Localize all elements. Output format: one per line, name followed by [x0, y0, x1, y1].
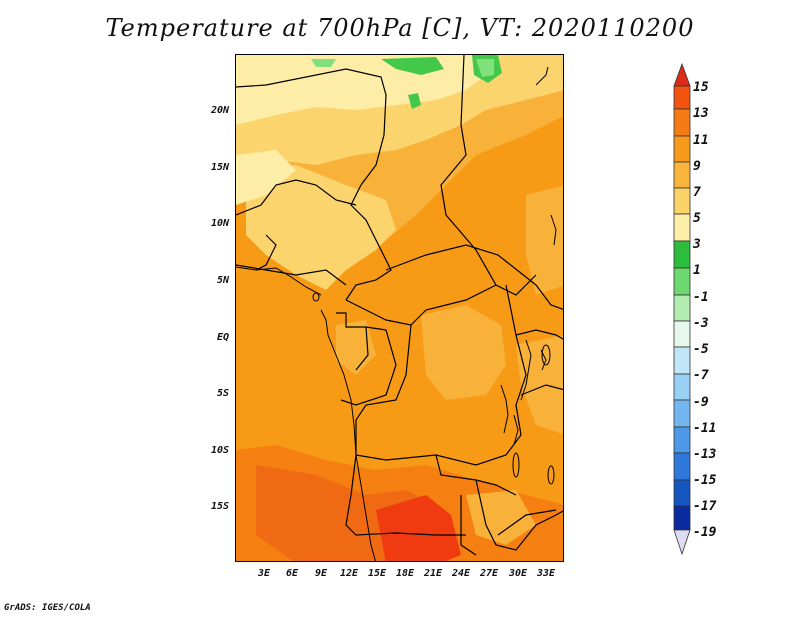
- colorbar-swatch-9-11: [673, 135, 691, 163]
- temp-field-7-lakes: [516, 335, 563, 435]
- cbar-label-m7: -7: [693, 368, 709, 383]
- temp-field-cool-2: [381, 57, 444, 75]
- cbar-label-m5: -5: [693, 342, 709, 357]
- cbar-label-15: 15: [693, 80, 709, 95]
- colorbar-swatch-m3-m1: [673, 294, 691, 322]
- temp-field-7-south-east: [466, 490, 536, 545]
- colorbar-swatch-m15-m13: [673, 452, 691, 481]
- colorbar-swatch-m7-m5: [673, 346, 691, 375]
- lon-label-21e: 21E: [423, 568, 443, 579]
- temp-field-7-basin: [421, 305, 506, 400]
- colorbar-swatch-m9-m7: [673, 373, 691, 401]
- lon-label-9e: 9E: [314, 568, 328, 579]
- temp-field-cool-3: [311, 59, 336, 67]
- lon-label-33e: 33E: [536, 568, 556, 579]
- cbar-label-m11: -11: [693, 421, 717, 436]
- temp-field-5-west: [246, 165, 396, 290]
- country-boundaries: [236, 55, 563, 556]
- colorbar-swatch-13-15: [673, 85, 691, 110]
- cbar-label-11: 11: [693, 133, 709, 148]
- grads-credit: GrADS: IGES/COLA: [4, 603, 91, 613]
- colorbar-swatch-m17-m15: [673, 479, 691, 507]
- colorbar: [673, 62, 691, 556]
- colorbar-swatch-1-3: [673, 240, 691, 269]
- lon-label-18e: 18E: [395, 568, 415, 579]
- temperature-map: [235, 54, 564, 562]
- colorbar-swatch-3-5: [673, 213, 691, 242]
- temp-field-3-west: [236, 150, 296, 205]
- cbar-label-m15: -15: [693, 473, 717, 488]
- lat-label-15s: 15S: [210, 501, 229, 512]
- cbar-label-m13: -13: [693, 447, 717, 462]
- lat-label-20n: 20N: [210, 105, 229, 116]
- colorbar-swatch-m1-1: [673, 267, 691, 296]
- lon-label-24e: 24E: [451, 568, 471, 579]
- cbar-label-m3: -3: [693, 316, 709, 331]
- cbar-label-m9: -9: [693, 395, 709, 410]
- cbar-label-3: 3: [693, 237, 701, 252]
- cbar-label-5: 5: [693, 211, 701, 226]
- lat-label-10n: 10N: [210, 218, 229, 229]
- lat-label-5s: 5S: [216, 388, 229, 399]
- cbar-label-m1: -1: [693, 290, 709, 305]
- colorbar-top-arrow: [673, 62, 691, 87]
- colorbar-swatch-m13-m11: [673, 426, 691, 454]
- cbar-label-9: 9: [693, 159, 701, 174]
- lon-label-30e: 30E: [508, 568, 528, 579]
- temp-field-cool-1-inner: [476, 59, 494, 77]
- colorbar-swatch-m11-m9: [673, 399, 691, 428]
- lakes: [312, 292, 555, 485]
- map-canvas: [236, 55, 563, 561]
- cbar-label-m17: -17: [693, 499, 717, 514]
- lon-label-15e: 15E: [367, 568, 387, 579]
- map-title: Temperature at 700hPa [C], VT: 202011020…: [105, 14, 695, 42]
- coastlines: [236, 66, 557, 561]
- colorbar-swatch-5-7: [673, 187, 691, 215]
- temp-field-cool-4: [408, 93, 421, 109]
- temp-field-warm-core: [376, 495, 461, 561]
- lon-label-27e: 27E: [479, 568, 499, 579]
- temp-field-7-east: [526, 185, 563, 295]
- lon-label-12e: 12E: [339, 568, 359, 579]
- colorbar-swatch-m19-m17: [673, 505, 691, 531]
- cbar-label-13: 13: [693, 106, 709, 121]
- colorbar-swatch-7-9: [673, 161, 691, 189]
- lat-label-15n: 15N: [210, 162, 229, 173]
- cbar-label-7: 7: [693, 185, 701, 200]
- colorbar-swatch-11-13: [673, 108, 691, 137]
- cbar-label-1: 1: [693, 263, 701, 278]
- lat-label-eq: EQ: [216, 332, 229, 343]
- lon-label-3e: 3E: [257, 568, 271, 579]
- cbar-label-m19: -19: [693, 525, 717, 540]
- lat-label-10s: 10S: [210, 445, 229, 456]
- lon-label-6e: 6E: [285, 568, 299, 579]
- temp-field-3: [236, 55, 496, 125]
- lat-label-5n: 5N: [216, 275, 229, 286]
- colorbar-bottom-arrow: [673, 529, 691, 556]
- colorbar-swatch-m5-m3: [673, 320, 691, 348]
